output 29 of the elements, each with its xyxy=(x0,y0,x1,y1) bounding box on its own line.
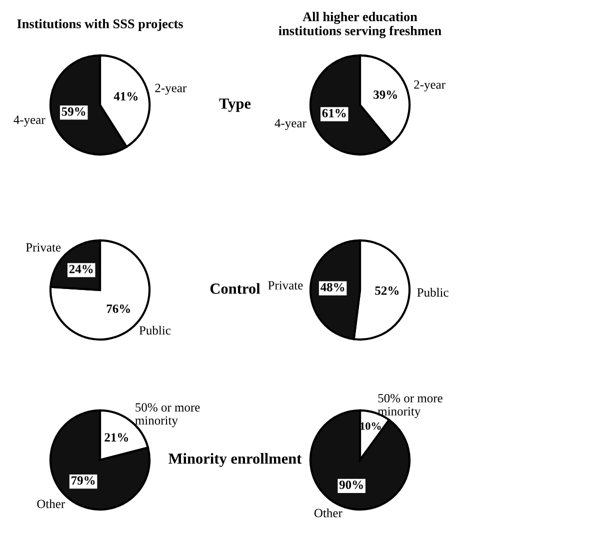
data-label: 59% xyxy=(62,107,86,116)
chart-title: Institutions with SSS projects xyxy=(17,19,183,31)
chart-title: All higher education institutions serving freshmen xyxy=(278,12,442,38)
data-label: 41% xyxy=(114,92,138,101)
slice-label: 2-year xyxy=(155,84,187,95)
data-label: 39% xyxy=(374,90,397,99)
text: Type xyxy=(219,98,251,112)
slice-label: 4-year xyxy=(14,116,46,127)
slice-label: Public xyxy=(139,326,171,335)
slice-label: Other xyxy=(37,499,65,508)
text: Minority enrollment xyxy=(168,453,302,467)
data-label: 90% xyxy=(339,480,363,490)
data-label: 21% xyxy=(104,433,128,442)
data-label: 48% xyxy=(320,282,344,292)
data-label: 79% xyxy=(72,476,95,485)
slice-label: 50% or more minority xyxy=(135,403,200,428)
slice-label: 2-year xyxy=(414,80,446,92)
data-label: 52% xyxy=(375,286,399,295)
slice-label: Other xyxy=(314,508,342,518)
slice-label: Private xyxy=(268,281,303,290)
text: Control xyxy=(210,283,260,294)
slice-label: Private xyxy=(26,243,61,252)
slice-label: Public xyxy=(417,288,448,297)
slice-label: 4-year xyxy=(274,119,306,130)
data-label: 61% xyxy=(322,108,346,118)
data-label: 10% xyxy=(360,422,381,430)
data-label: 24% xyxy=(69,264,93,274)
slice-label: 50% or more minority xyxy=(378,394,442,418)
data-label: 76% xyxy=(106,304,130,314)
